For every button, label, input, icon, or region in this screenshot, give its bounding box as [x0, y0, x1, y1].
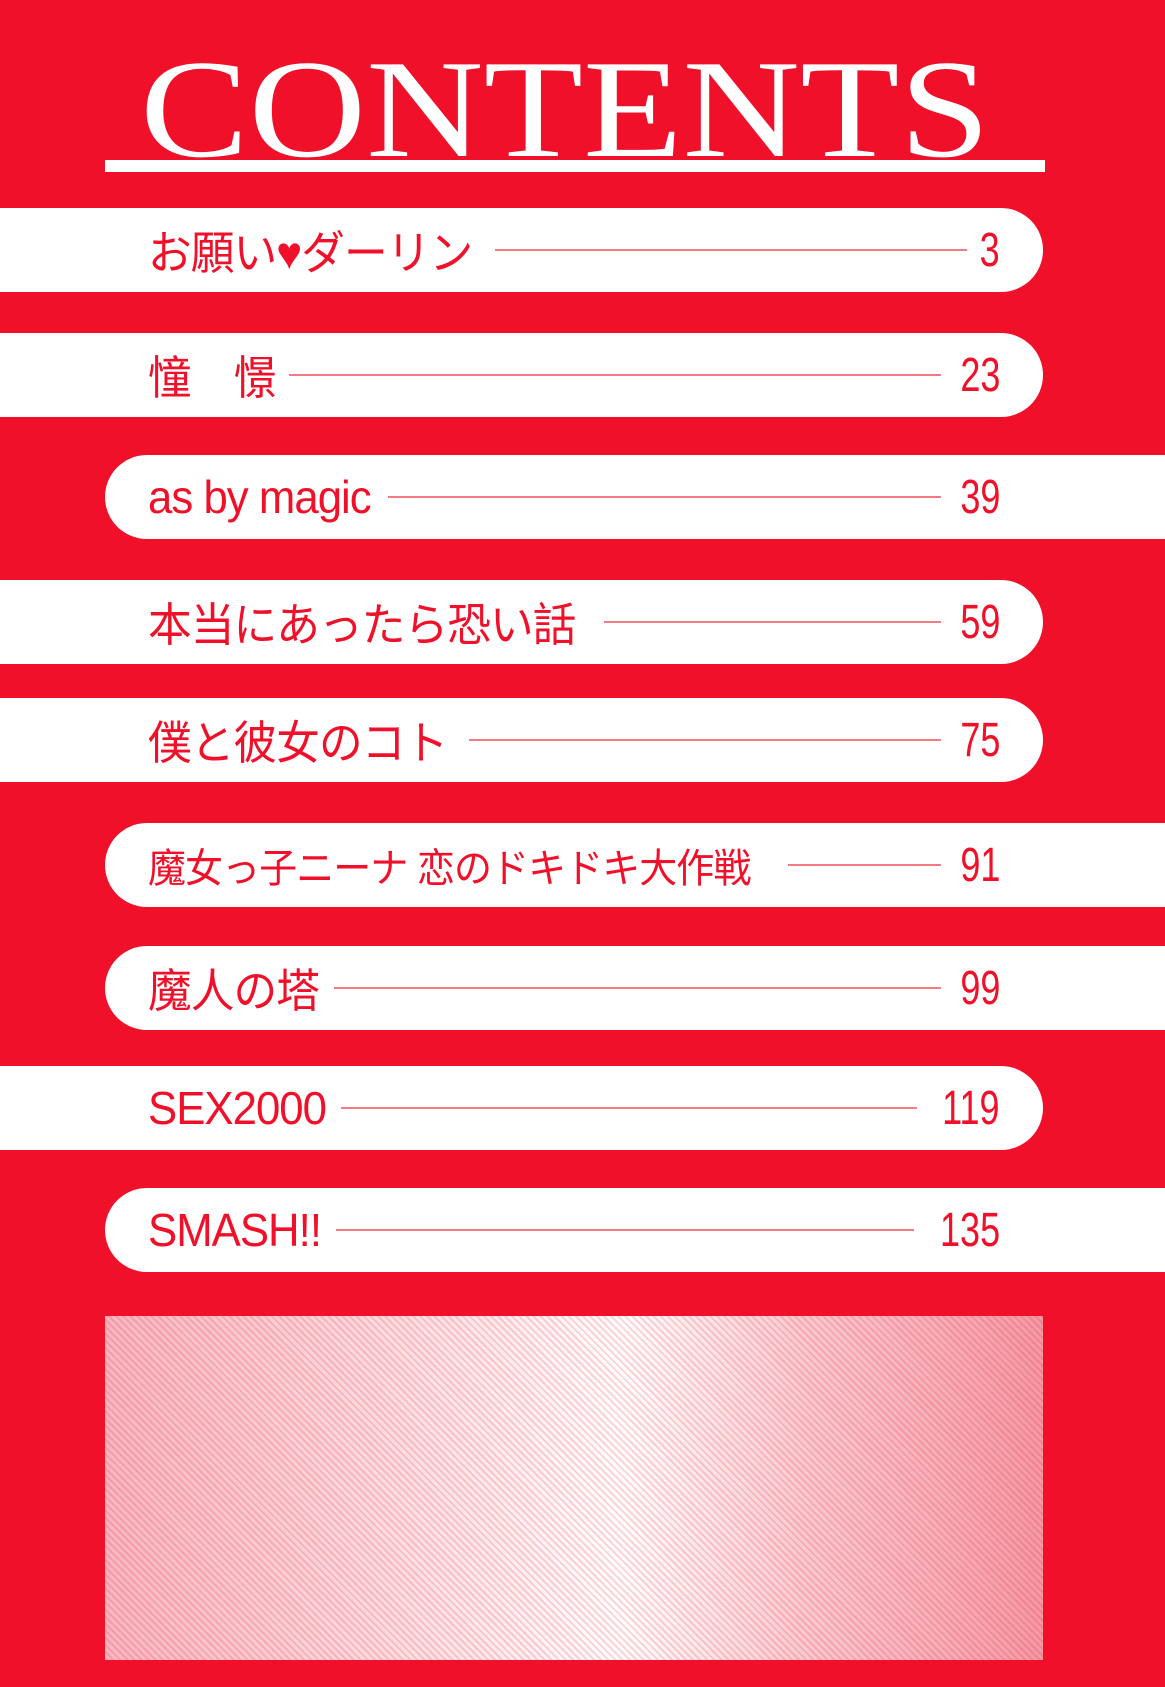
toc-entry[interactable]: 僕と彼女のコト 75	[0, 698, 1043, 782]
entry-title: as by magic	[148, 471, 372, 523]
entry-page: 119	[942, 1081, 1000, 1135]
leader-line	[336, 1229, 914, 1231]
entry-title: SEX2000	[148, 1082, 327, 1134]
entry-page: 59	[959, 595, 1000, 649]
toc-entry[interactable]: 憧 憬 23	[0, 333, 1043, 417]
entry-page: 75	[959, 713, 1000, 767]
entry-title: 憧 憬	[148, 352, 277, 404]
toc-entry[interactable]: as by magic 39	[105, 455, 1165, 539]
entry-title: 僕と彼女のコト	[148, 717, 448, 769]
entry-title: 本当にあったら恐い話	[148, 599, 576, 651]
title-underline	[105, 160, 1045, 172]
page-title: CONTENTS	[140, 38, 990, 168]
manga-illustration	[105, 1316, 1043, 1660]
entry-title: 魔人の塔	[148, 965, 320, 1017]
leader-line	[289, 374, 941, 376]
toc-entry[interactable]: SEX2000 119	[0, 1066, 1043, 1150]
leader-line	[788, 864, 941, 866]
leader-line	[388, 496, 941, 498]
contents-heading: CONTENTS	[140, 38, 990, 168]
entry-page: 23	[959, 348, 1000, 402]
entry-title: 魔女っ子ニーナ 恋のドキドキ大作戦	[148, 847, 751, 891]
toc-entry[interactable]: 本当にあったら恐い話 59	[0, 580, 1043, 664]
entry-title: SMASH!!	[148, 1204, 322, 1256]
toc-entry[interactable]: SMASH!! 135	[105, 1188, 1165, 1272]
toc-entry[interactable]: 魔女っ子ニーナ 恋のドキドキ大作戦 91	[105, 823, 1165, 907]
entry-page: 135	[939, 1203, 1000, 1257]
entry-page: 39	[959, 470, 1000, 524]
leader-line	[469, 739, 941, 741]
entry-title: お願い♥ダーリン	[148, 227, 473, 279]
leader-line	[495, 249, 968, 251]
entry-page: 3	[979, 223, 1000, 277]
entry-page: 91	[959, 838, 1000, 892]
leader-line	[341, 1107, 918, 1109]
leader-line	[604, 621, 941, 623]
toc-entry[interactable]: 魔人の塔 99	[105, 946, 1165, 1030]
leader-line	[334, 987, 941, 989]
entry-page: 99	[959, 961, 1000, 1015]
toc-entry[interactable]: お願い♥ダーリン 3	[0, 208, 1043, 292]
